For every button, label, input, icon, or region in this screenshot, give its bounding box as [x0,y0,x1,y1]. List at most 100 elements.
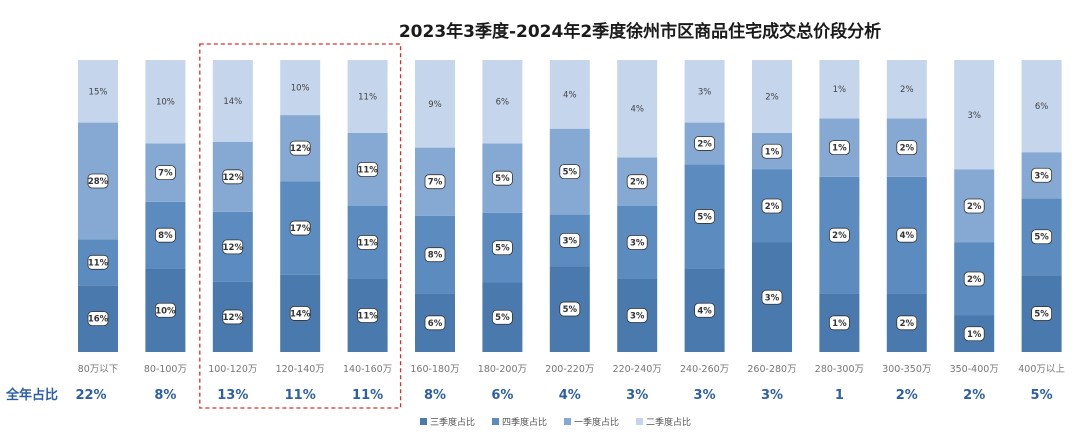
segment-label-box [357,308,379,323]
segment-label: 7% [428,178,443,188]
annual-share-value: 8% [154,388,176,403]
segment-label-box [491,309,513,325]
segment-label: 2% [765,93,779,103]
segment-label: 5% [1034,310,1049,320]
x-tick-label: 260-280万 [747,364,796,375]
segment-label: 12% [223,313,244,323]
segment-label: 2% [967,202,982,212]
segment-label: 2% [630,178,645,188]
segment-label-box [963,326,985,342]
segment-label-box [626,308,648,323]
bar-segment [617,60,658,158]
segment-label-box [357,162,379,177]
segment-label-box [761,289,783,305]
segment-label: 4% [900,231,915,241]
x-tick-label: 80-100万 [144,364,187,375]
segment-label-box [1031,167,1052,183]
legend-swatch [420,418,427,425]
segment-label: 12% [223,173,244,183]
segment-label: 2% [697,139,712,149]
bar-segment [347,60,388,133]
segment-label: 2% [900,85,914,95]
segment-label: 10% [155,306,176,316]
segment-label: 16% [88,315,109,325]
chart-title: 2023年3季度-2024年2季度徐州市区商品住宅成交总价段分析 [399,21,881,42]
segment-label: 7% [158,169,173,179]
segment-label: 3% [630,312,645,322]
segment-labels-layer: 16% 11% 28% 15% 10% 8% 7% 10% 12% 12% 12% 14% 14% 17%… [87,84,1052,342]
segment-label-box [87,254,109,270]
bar-segment [549,60,590,129]
bar-segment [819,60,860,119]
segment-label: 1% [832,319,847,329]
segment-label: 2% [832,231,847,241]
x-tick-label: 280-300万 [815,364,864,375]
segment-label: 2% [900,319,915,329]
segment-label-box [154,302,176,318]
segment-label-box [559,301,581,317]
annual-share-value: 1 [835,388,844,403]
segment-label: 3% [1034,171,1049,181]
segment-label-box [761,198,783,214]
x-tick-label: 140-160万 [343,364,392,375]
annual-share-value: 2% [963,388,985,403]
segment-label-box [694,136,715,151]
annual-share-value: 3% [761,388,783,403]
annual-share-value: 6% [491,388,513,403]
segment-label-box [222,239,244,255]
segment-label: 11% [357,239,378,249]
segment-label-box [154,227,176,243]
segment-label-box [694,209,715,224]
annual-share-label: 全年占比 [5,387,58,403]
x-tick-label: 300-350万 [882,364,931,375]
legend-swatch [564,418,571,425]
segment-label: 5% [495,174,510,184]
segment-label-box [154,165,176,181]
segment-label-box [357,235,379,250]
segment-label: 11% [358,93,377,103]
segment-label-box [761,143,783,159]
segment-label-box [222,169,244,185]
segment-label: 5% [1034,233,1049,243]
x-tick-label: 160-180万 [410,364,459,375]
annual-share-value: 11% [352,388,383,403]
segment-label: 6% [496,98,510,108]
segment-label-box [1031,229,1052,245]
segment-label: 11% [357,166,378,176]
x-tick-label: 240-260万 [680,364,729,375]
segment-label: 10% [291,84,310,94]
x-tick-label: 350-400万 [950,364,999,375]
bar-segment [752,60,792,133]
highlight-box [199,43,402,409]
segment-label: 28% [88,177,109,187]
bar-segment [886,60,927,119]
segment-label: 3% [630,239,645,249]
annual-share-value: 3% [694,388,716,403]
x-tick-label: 200-220万 [545,364,594,375]
annual-share-value: 11% [285,388,316,403]
segment-label-box [87,311,109,327]
segment-label: 5% [563,168,578,178]
annual-share-value: 2% [896,388,918,403]
segment-label: 15% [89,87,108,97]
segment-label: 12% [290,144,311,154]
bar-segment [684,60,725,123]
x-tick-label: 180-200万 [478,364,527,375]
bar-segment [482,60,523,144]
segment-label: 12% [223,243,244,253]
x-tick-label: 80万以下 [78,364,119,375]
segment-label: 1% [832,144,847,154]
bar-segment [145,60,186,144]
segment-label: 8% [158,231,173,241]
annual-share-value: 13% [217,388,248,403]
segment-label: 14% [223,97,242,107]
segment-label-box [694,302,715,318]
segment-label-box [559,232,581,248]
annual-share-row: 全年占比 22% 8% 13% 11% 11% 8% 6% 4% 3% 3% 3% 1 2% 2% 5% [5,387,1053,403]
segment-label-box [87,173,109,189]
segment-label-box [896,227,918,243]
x-axis-ticks: 80万以下 80-100万 100-120万 120-140万 140-160万 160-… [78,364,1066,375]
legend-swatch [492,418,499,425]
legend: 三季度占比 四季度占比 一季度占比 二季度占比 [420,416,691,428]
